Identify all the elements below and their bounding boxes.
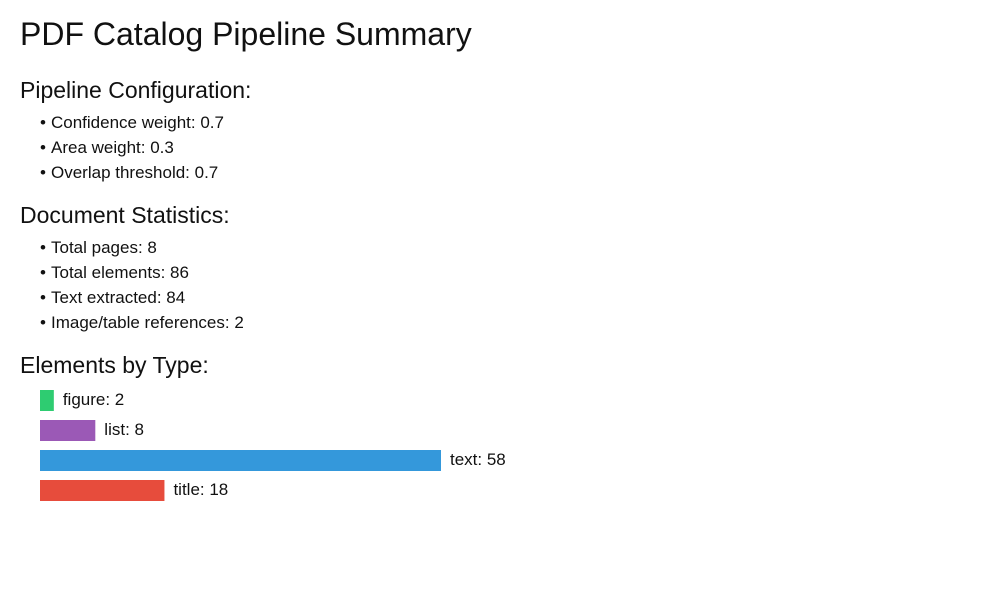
- config-area-weight: Area weight: 0.3: [51, 138, 174, 157]
- list-item: • Total elements: 86: [40, 260, 244, 285]
- bar-label-title: title: 18: [173, 480, 228, 499]
- bullet-icon: •: [40, 313, 46, 332]
- list-item: • Image/table references: 2: [40, 310, 244, 335]
- bar-list: [40, 420, 96, 441]
- bullet-icon: •: [40, 263, 46, 282]
- list-item: • Confidence weight: 0.7: [40, 110, 224, 135]
- bar-title: [40, 480, 165, 501]
- stat-total-elements: Total elements: 86: [51, 263, 189, 282]
- config-confidence-weight: Confidence weight: 0.7: [51, 113, 224, 132]
- config-list: • Confidence weight: 0.7 • Area weight: 0.…: [40, 110, 224, 185]
- list-item: • Text extracted: 84: [40, 285, 244, 310]
- elements-heading: Elements by Type:: [20, 352, 209, 378]
- bar-label-figure: figure: 2: [63, 390, 124, 409]
- stats-list: • Total pages: 8 • Total elements: 86 • Tex…: [40, 235, 244, 335]
- bullet-icon: •: [40, 163, 46, 182]
- stat-image-table-references: Image/table references: 2: [51, 313, 244, 332]
- list-item: • Overlap threshold: 0.7: [40, 160, 224, 185]
- stats-heading: Document Statistics:: [20, 202, 230, 228]
- list-item: • Total pages: 8: [40, 235, 244, 260]
- bullet-icon: •: [40, 288, 46, 307]
- page-title: PDF Catalog Pipeline Summary: [20, 16, 472, 52]
- bar-text: [40, 450, 441, 471]
- stat-total-pages: Total pages: 8: [51, 238, 157, 257]
- bullet-icon: •: [40, 138, 46, 157]
- elements-by-type-chart: figure: 2 list: 8 text: 58 title: 18: [40, 390, 506, 501]
- bullet-icon: •: [40, 113, 46, 132]
- config-heading: Pipeline Configuration:: [20, 77, 252, 103]
- config-overlap-threshold: Overlap threshold: 0.7: [51, 163, 219, 182]
- bullet-icon: •: [40, 238, 46, 257]
- bar-label-text: text: 58: [450, 450, 506, 469]
- bar-figure: [40, 390, 54, 411]
- stat-text-extracted: Text extracted: 84: [51, 288, 186, 307]
- bar-label-list: list: 8: [104, 420, 144, 439]
- list-item: • Area weight: 0.3: [40, 135, 224, 160]
